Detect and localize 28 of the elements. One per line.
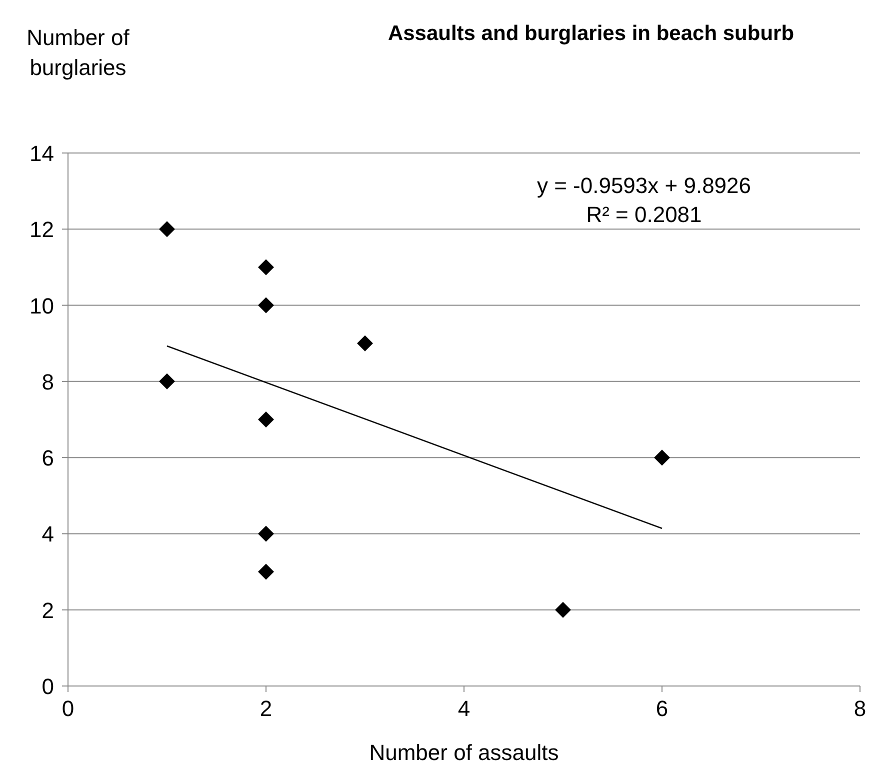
y-tick-label: 14 xyxy=(30,141,54,166)
annotation: y = -0.9593x + 9.8926 xyxy=(536,173,752,198)
y-tick-label: 12 xyxy=(30,217,54,242)
chart-title: Assaults and burglaries in beach suburb xyxy=(388,22,794,45)
x-tick-label: 2 xyxy=(260,696,272,721)
point xyxy=(159,373,175,390)
annotation: R² = 0.2081 xyxy=(586,202,702,227)
point xyxy=(258,297,274,314)
point xyxy=(258,412,274,428)
y-tick-label: 8 xyxy=(42,369,54,394)
point xyxy=(654,450,670,466)
point xyxy=(357,335,373,352)
y-tick-label: 4 xyxy=(42,522,54,547)
point xyxy=(258,259,274,276)
x-tick-label: 6 xyxy=(656,696,668,721)
point xyxy=(159,221,175,238)
x-tick-label: 8 xyxy=(854,696,866,721)
y-tick-label: 2 xyxy=(42,598,54,623)
x-tick-label: 4 xyxy=(458,696,470,721)
x-axis-title: Number of assaults xyxy=(369,740,559,765)
y-tick-label: 0 xyxy=(42,674,54,699)
point xyxy=(555,602,571,618)
x-tick-label: 0 xyxy=(62,696,74,721)
point xyxy=(258,526,274,542)
y-tick-label: 6 xyxy=(42,446,54,471)
y-tick-label: 10 xyxy=(30,293,54,318)
point xyxy=(258,564,274,580)
y-axis-title: Number of burglaries xyxy=(26,25,130,80)
